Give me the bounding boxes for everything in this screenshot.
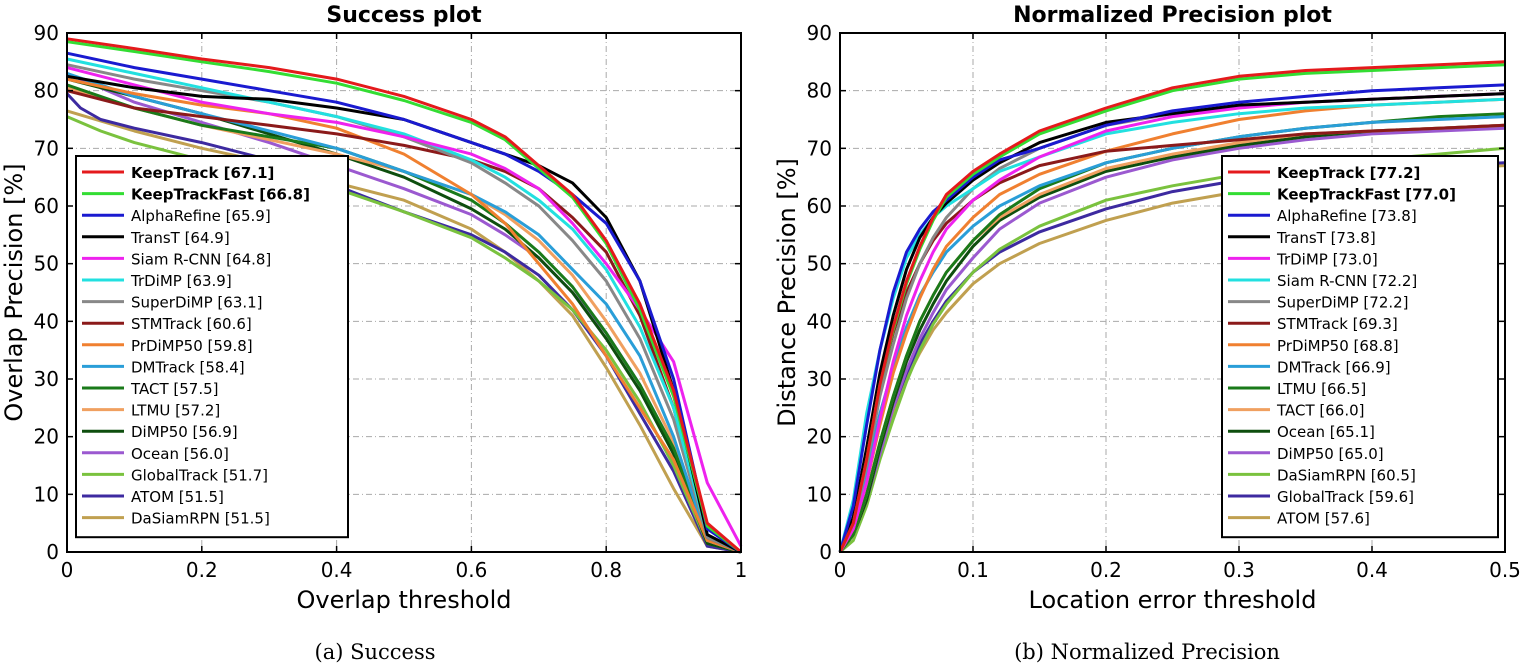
x-axis-label: Overlap threshold bbox=[297, 586, 512, 614]
y-tick-label: 40 bbox=[34, 309, 59, 333]
legend-label: DiMP50 [56.9] bbox=[131, 423, 238, 441]
legend-label: AlphaRefine [73.8] bbox=[1277, 207, 1417, 225]
y-tick-label: 80 bbox=[34, 79, 59, 103]
legend-label: TrDiMP [63.9] bbox=[130, 272, 232, 290]
x-tick-label: 0.2 bbox=[1090, 558, 1122, 582]
legend-label: Ocean [56.0] bbox=[131, 445, 229, 463]
legend-label: KeepTrack [67.1] bbox=[131, 164, 274, 182]
x-tick-label: 0.5 bbox=[1489, 558, 1521, 582]
y-tick-label: 20 bbox=[807, 425, 832, 449]
legend-label: TACT [66.0] bbox=[1276, 402, 1365, 420]
legend-label: DMTrack [58.4] bbox=[131, 358, 245, 376]
legend-label: KeepTrack [77.2] bbox=[1277, 164, 1420, 182]
x-tick-label: 0.1 bbox=[957, 558, 989, 582]
legend-label: STMTrack [60.6] bbox=[131, 315, 252, 333]
legend: KeepTrack [67.1] KeepTrackFast [66.8] Alph… bbox=[75, 155, 349, 539]
y-tick-label: 30 bbox=[807, 367, 832, 391]
legend-label: ATOM [51.5] bbox=[131, 488, 224, 506]
y-tick-label: 50 bbox=[34, 252, 59, 276]
series-line bbox=[66, 63, 742, 554]
y-tick-label: 0 bbox=[819, 540, 832, 564]
legend-label: DiMP50 [65.0] bbox=[1277, 445, 1384, 463]
x-tick-label: 0.4 bbox=[321, 558, 353, 582]
legend-label: PrDiMP50 [59.8] bbox=[131, 337, 253, 355]
y-tick-label: 0 bbox=[46, 540, 59, 564]
legend-label: LTMU [57.2] bbox=[131, 402, 220, 420]
y-tick-label: 20 bbox=[34, 425, 59, 449]
series-line bbox=[66, 51, 742, 554]
caption-normalized-precision: (b) Normalized Precision bbox=[1014, 640, 1280, 664]
x-axis-label: Location error threshold bbox=[1029, 586, 1317, 614]
y-tick-label: 90 bbox=[34, 21, 59, 45]
y-tick-label: 10 bbox=[34, 482, 59, 506]
legend-label: ATOM [57.6] bbox=[1277, 510, 1370, 528]
legend-label: PrDiMP50 [68.8] bbox=[1277, 337, 1399, 355]
y-tick-label: 40 bbox=[807, 309, 832, 333]
legend-label: GlobalTrack [51.7] bbox=[131, 466, 268, 484]
legend-label: SuperDiMP [63.1] bbox=[131, 294, 263, 312]
y-tick-label: 70 bbox=[34, 136, 59, 160]
series-line bbox=[66, 57, 742, 554]
x-tick-label: 0 bbox=[834, 558, 847, 582]
legend-label: LTMU [66.5] bbox=[1277, 380, 1366, 398]
x-tick-label: 0.6 bbox=[455, 558, 487, 582]
caption-success: (a) Success bbox=[314, 640, 436, 664]
series-lines bbox=[838, 60, 1506, 554]
y-tick-label: 50 bbox=[807, 252, 832, 276]
success-plot-panel: 0 0.2 0.4 0.6 0.8 10102030405060708090Success… bbox=[0, 3, 747, 614]
y-tick-label: 60 bbox=[807, 194, 832, 218]
legend-label: TrDiMP [73.0] bbox=[1276, 250, 1378, 268]
legend-label: AlphaRefine [65.9] bbox=[131, 207, 271, 225]
legend-label: TransT [73.8] bbox=[1276, 229, 1376, 247]
chart-title: Normalized Precision plot bbox=[1013, 3, 1332, 28]
series-line bbox=[838, 92, 1506, 553]
y-tick-label: 80 bbox=[807, 79, 832, 103]
legend: KeepTrack [77.2] KeepTrackFast [77.0] Alph… bbox=[1221, 155, 1499, 539]
y-tick-label: 60 bbox=[34, 194, 59, 218]
legend-label: SuperDiMP [72.2] bbox=[1277, 294, 1409, 312]
series-line bbox=[66, 37, 742, 554]
normalized-precision-plot-panel: 0 0.1 0.2 0.3 0.4 0.5 0 10 20 30 40 50 60 70 80 90 Norma… bbox=[773, 3, 1521, 614]
legend-label: DaSiamRPN [51.5] bbox=[131, 510, 270, 528]
legend-label: STMTrack [69.3] bbox=[1277, 315, 1398, 333]
x-tick-label: 1 bbox=[735, 558, 748, 582]
y-tick-label: 30 bbox=[34, 367, 59, 391]
legend-label: DMTrack [66.9] bbox=[1277, 358, 1391, 376]
legend-label: Siam R-CNN [64.8] bbox=[131, 250, 271, 268]
y-axis-label: Distance Precision [%] bbox=[773, 158, 801, 427]
x-tick-label: 0.4 bbox=[1356, 558, 1388, 582]
legend-label: KeepTrackFast [66.8] bbox=[131, 186, 310, 204]
legend-label: KeepTrackFast [77.0] bbox=[1277, 186, 1456, 204]
series-lines bbox=[65, 37, 743, 554]
y-axis-label: Overlap Precision [%] bbox=[0, 163, 28, 421]
plot-frame bbox=[66, 32, 742, 553]
y-tick-label: 70 bbox=[807, 136, 832, 160]
legend-label: TACT [57.5] bbox=[130, 380, 219, 398]
series-line bbox=[838, 83, 1506, 553]
plot-frame bbox=[839, 32, 1506, 553]
series-line bbox=[838, 60, 1506, 553]
legend-label: GlobalTrack [59.6] bbox=[1277, 488, 1414, 506]
ticks: 0 0.1 0.2 0.3 0.4 0.5 0 10 20 30 40 50 60 70 80 90 bbox=[807, 21, 1521, 582]
legend-label: DaSiamRPN [60.5] bbox=[1277, 466, 1416, 484]
y-tick-label: 90 bbox=[807, 21, 832, 45]
legend-label: Ocean [65.1] bbox=[1277, 423, 1375, 441]
x-tick-label: 0.3 bbox=[1223, 558, 1255, 582]
legend-label: Siam R-CNN [72.2] bbox=[1277, 272, 1417, 290]
x-tick-label: 0 bbox=[61, 558, 74, 582]
y-tick-label: 10 bbox=[807, 482, 832, 506]
series-line bbox=[66, 40, 742, 554]
legend-label: TransT [64.9] bbox=[130, 229, 230, 247]
x-tick-label: 0.8 bbox=[590, 558, 622, 582]
chart-title: Success plot bbox=[326, 3, 482, 28]
series-line bbox=[65, 92, 742, 554]
series-line bbox=[66, 77, 742, 554]
x-tick-label: 0.2 bbox=[186, 558, 218, 582]
